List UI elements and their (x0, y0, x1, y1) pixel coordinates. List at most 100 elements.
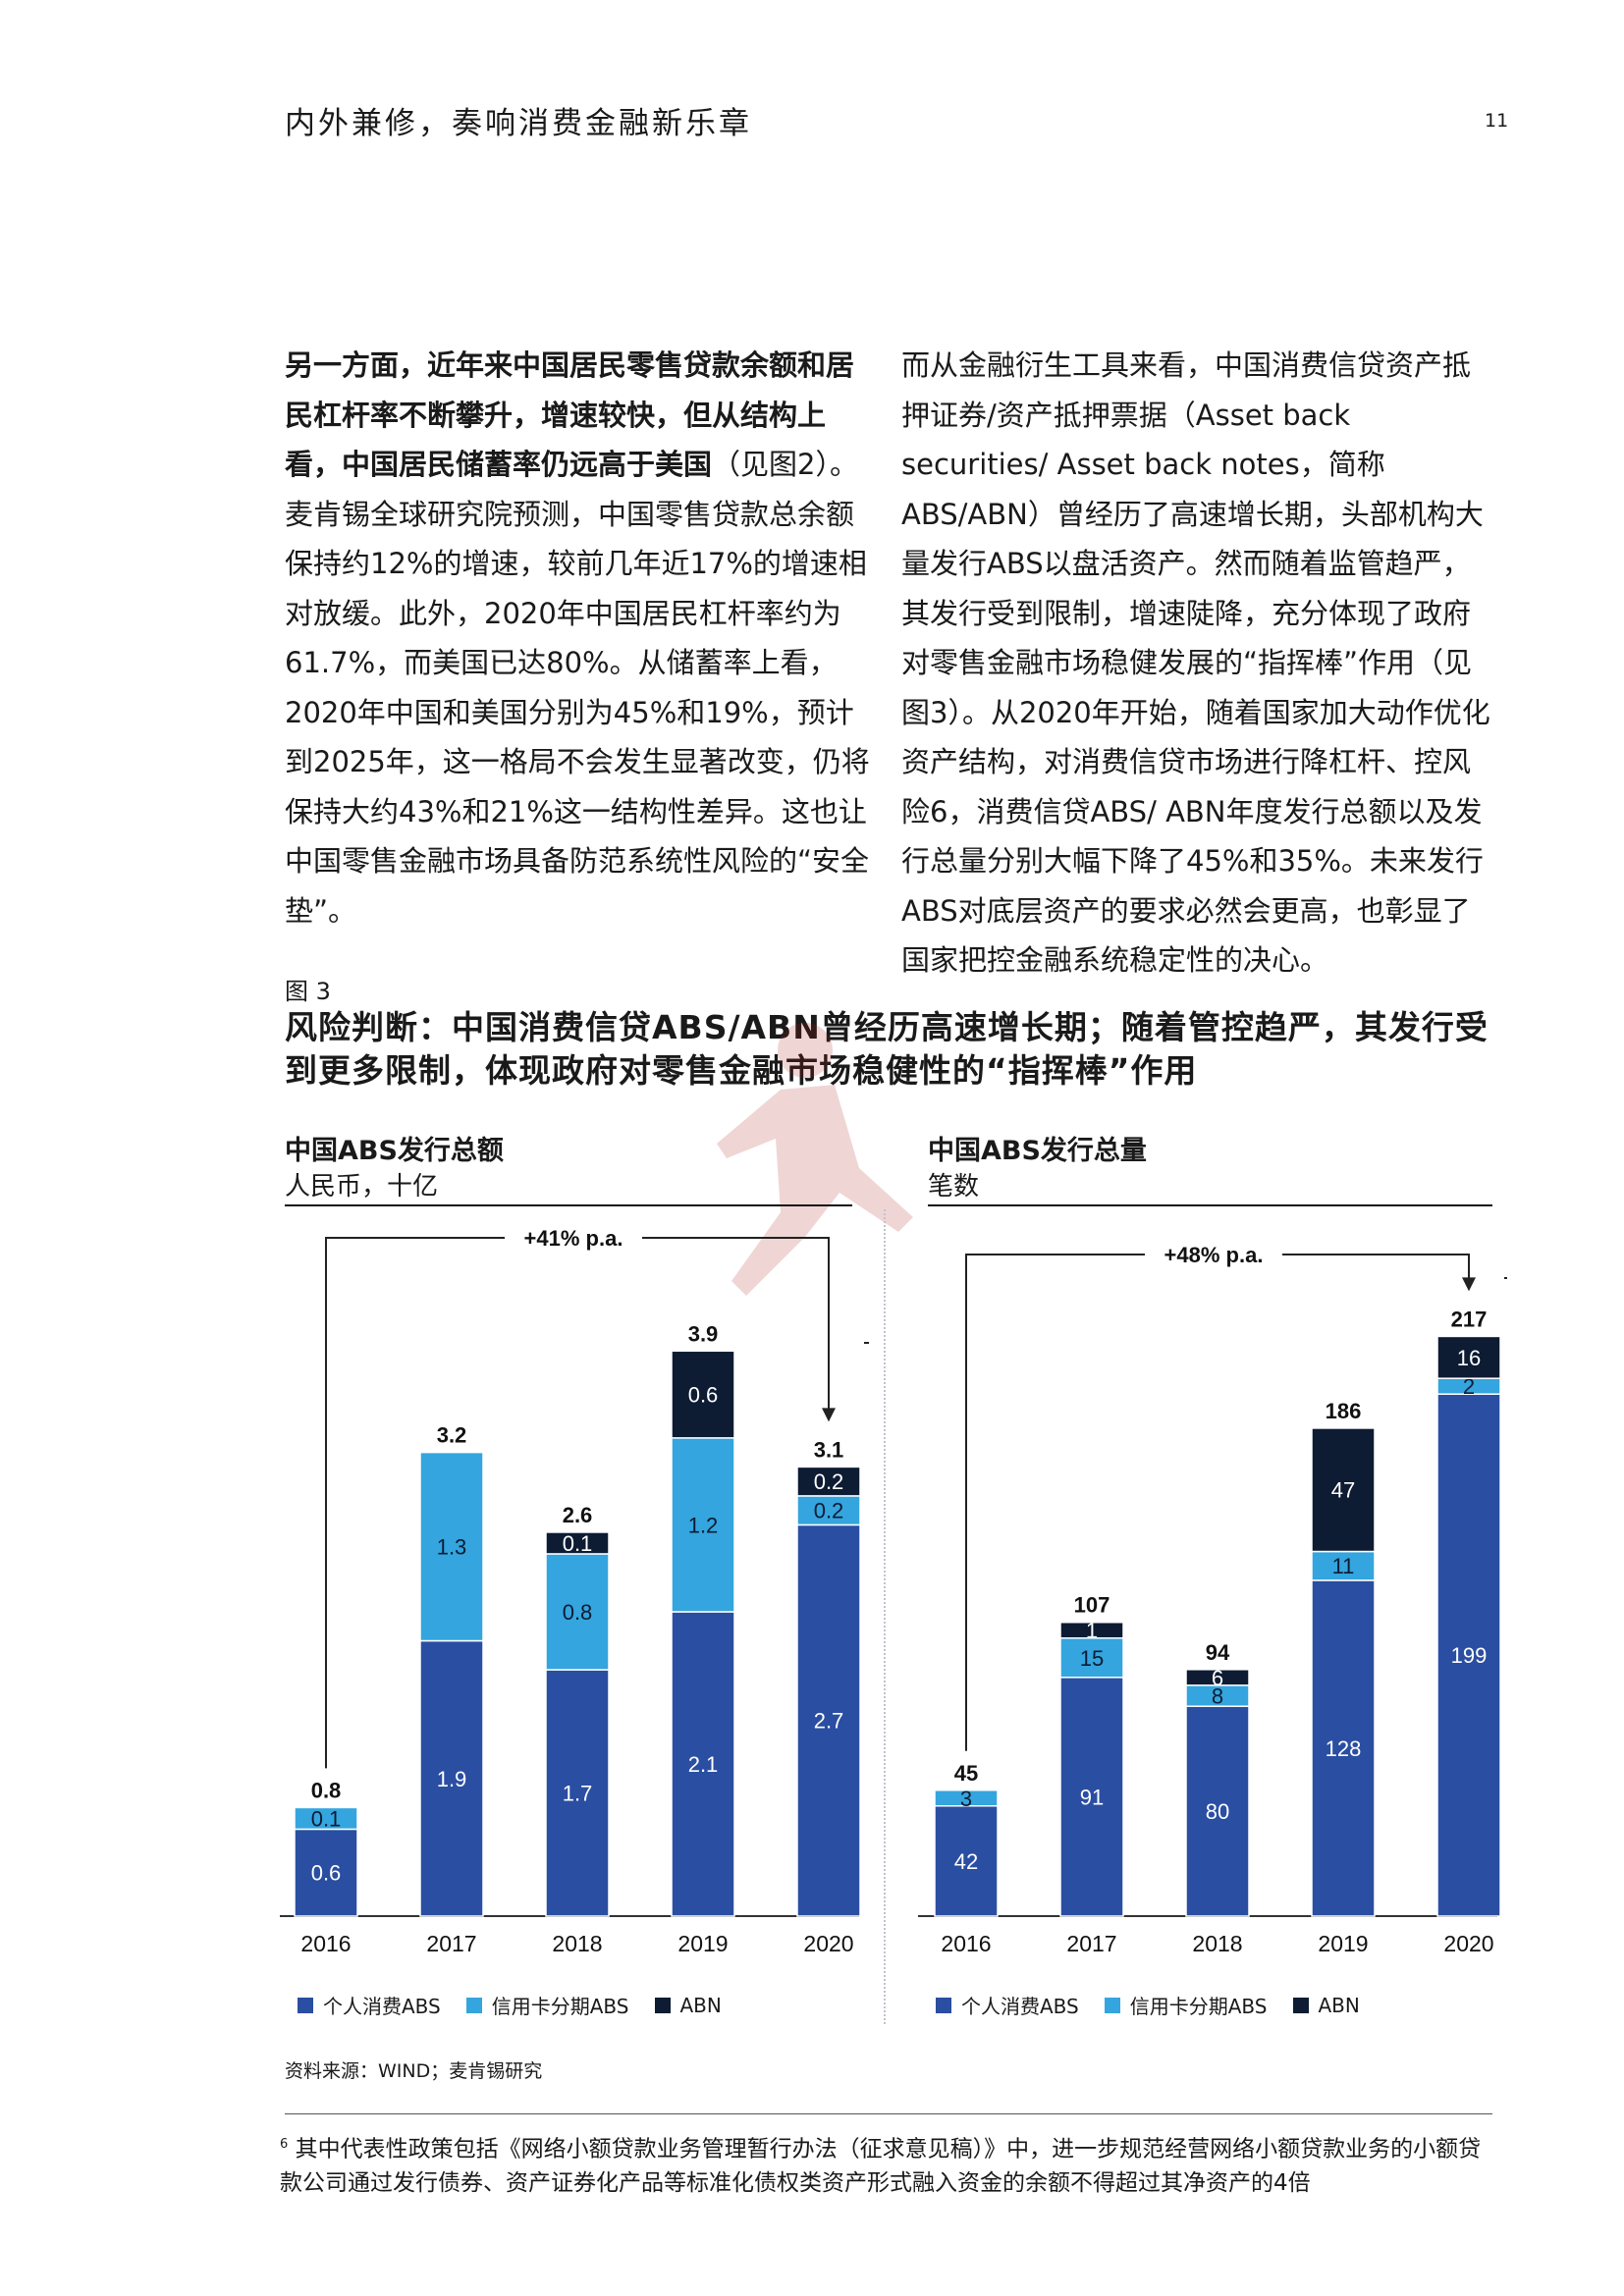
x-tick-label: 2018 (1192, 1931, 1242, 1956)
data-label: 11 (1332, 1554, 1355, 1578)
legend-item-abn: ABN (1292, 1991, 1360, 2019)
bar-segment (671, 1350, 735, 1439)
bar-segment (1059, 1621, 1124, 1639)
left-column: 另一方面，近年来中国居民零售贷款余额和居民杠杆率不断攀升，增速较快，但从结构上看… (285, 341, 874, 935)
panel-divider (884, 1209, 886, 2024)
source-note: 资料来源：WIND；麦肯锡研究 (285, 2060, 543, 2082)
x-tick-label: 2016 (300, 1931, 351, 1956)
legend-label-abn: ABN (1318, 1993, 1360, 2017)
data-label: 2.7 (814, 1709, 844, 1734)
legend-label-credit: 信用卡分期ABS (1129, 1995, 1268, 2018)
x-tick-label: 2019 (1318, 1931, 1368, 1956)
x-tick-label: 2018 (552, 1931, 602, 1956)
data-label: 1.9 (437, 1767, 467, 1791)
x-tick-label: 2019 (677, 1931, 728, 1956)
x-tick-label: 2016 (941, 1931, 991, 1956)
growth-label-bg (1145, 1239, 1282, 1268)
bar-segment (1185, 1669, 1250, 1686)
data-label: 8 (1212, 1684, 1223, 1709)
data-label: 42 (954, 1849, 978, 1874)
bar-segment (545, 1669, 610, 1917)
bar-segment (419, 1451, 484, 1642)
bar-segment (294, 1806, 358, 1831)
data-label: 1 (1086, 1619, 1098, 1643)
data-label: 0.6 (311, 1861, 342, 1886)
footnote-text: 其中代表性政策包括《网络小额贷款业务管理暂行办法（征求意见稿）》中，进一步规范经… (280, 2136, 1482, 2196)
left-chart-rule (285, 1204, 852, 1206)
legend-swatch-personal (298, 1997, 313, 2013)
legend-swatch-credit (465, 1997, 482, 2013)
data-label: 16 (1457, 1346, 1481, 1370)
legend-swatch-personal (936, 1997, 951, 2013)
bar-segment (1311, 1550, 1376, 1581)
left-chart-subtitle: 人民币，十亿 (285, 1172, 439, 1201)
growth-arrowhead (1462, 1277, 1476, 1292)
data-label: 15 (1080, 1646, 1104, 1671)
data-label: 0.1 (311, 1806, 342, 1831)
data-label: 3 (960, 1787, 972, 1811)
x-tick-label: 2017 (1066, 1931, 1116, 1956)
data-label: 0.6 (688, 1383, 719, 1408)
bar-segment (419, 1639, 484, 1917)
growth-annotation: +41% p.a. (524, 1226, 623, 1251)
left-body: 麦肯锡全球研究院预测，中国零售贷款总余额保持约12%的增速，较前几年近17%的增… (285, 497, 870, 928)
bar-segment (1436, 1393, 1501, 1917)
data-label: 47 (1331, 1478, 1355, 1503)
legend-label-credit: 信用卡分期ABS (491, 1995, 629, 2018)
figure-title: 风险判断：中国消费信贷ABS/ABN曾经历高速增长期；随着管控趋严，其发行受到更… (285, 1008, 1489, 1090)
bar-segment (934, 1805, 999, 1917)
total-label: 3.9 (688, 1321, 719, 1346)
bar-segment (934, 1789, 999, 1807)
total-label: 94 (1206, 1640, 1230, 1665)
growth-annotation: +48% p.a. (1164, 1243, 1264, 1267)
legend-item-abn: ABN (654, 1991, 722, 2019)
bar-segment (1185, 1705, 1250, 1917)
legend-item-credit: 信用卡分期ABS (1104, 1991, 1268, 2019)
total-label: 217 (1451, 1307, 1488, 1331)
legend-label-personal: 个人消费ABS (961, 1995, 1079, 2018)
right-chart-rule (928, 1204, 1492, 1206)
bar-segment (1436, 1335, 1501, 1379)
right-legend: 个人消费ABS 信用卡分期ABS ABN (936, 1991, 1360, 2019)
data-label: 6 (1212, 1666, 1223, 1690)
legend-item-personal: 个人消费ABS (936, 1991, 1079, 2019)
legend-swatch-abn (1292, 1997, 1309, 2013)
x-tick-label: 2020 (803, 1931, 853, 1956)
bar-segment (796, 1495, 861, 1526)
bar-segment (671, 1611, 735, 1917)
bar-segment (796, 1466, 861, 1497)
growth-label-bg (505, 1222, 642, 1252)
data-label: 0.1 (563, 1531, 593, 1556)
data-label: 80 (1206, 1799, 1229, 1824)
legend-label-personal: 个人消费ABS (323, 1995, 441, 2018)
data-label: 2 (1463, 1374, 1475, 1399)
bar-segment (1311, 1579, 1376, 1917)
right-body: 而从金融衍生工具来看，中国消费信贷资产抵押证券/资产抵押票据（Asset bac… (901, 348, 1490, 977)
footnote-rule (285, 2113, 1492, 2114)
header-title: 内外兼修，奏响消费金融新乐章 (285, 106, 752, 141)
legend-swatch-abn (654, 1997, 671, 2013)
decline-arrow-line (1504, 1277, 1507, 1279)
total-label: 186 (1326, 1399, 1362, 1423)
data-label: 1.2 (688, 1513, 719, 1537)
bar-segment (796, 1523, 861, 1917)
bar-segment (294, 1828, 358, 1917)
growth-arrowhead (822, 1408, 836, 1422)
legend-item-credit: 信用卡分期ABS (465, 1991, 629, 2019)
data-label: 91 (1080, 1785, 1104, 1809)
bar-segment (1311, 1427, 1376, 1553)
runner-watermark-icon (717, 1023, 913, 1296)
footnote-marker: 6 (280, 2137, 289, 2152)
figure-label: 图 3 (285, 978, 331, 1005)
total-label: 45 (954, 1761, 978, 1786)
total-label: 107 (1074, 1593, 1110, 1618)
legend-item-personal: 个人消费ABS (298, 1991, 441, 2019)
data-label: 0.2 (814, 1469, 844, 1494)
left-paragraph: 另一方面，近年来中国居民零售贷款余额和居民杠杆率不断攀升，增速较快，但从结构上看… (285, 341, 874, 935)
abs-amount-chart: 0.6 0.1 0.8 2016 1.9 1.3 3.2 2017 1.7 0.8 0.1 2.6 20… (280, 1222, 869, 1956)
left-chart-title: 中国ABS发行总额 (285, 1136, 504, 1166)
x-tick-label: 2020 (1443, 1931, 1493, 1956)
data-label: 128 (1326, 1736, 1362, 1761)
data-label: 0.8 (563, 1600, 593, 1625)
